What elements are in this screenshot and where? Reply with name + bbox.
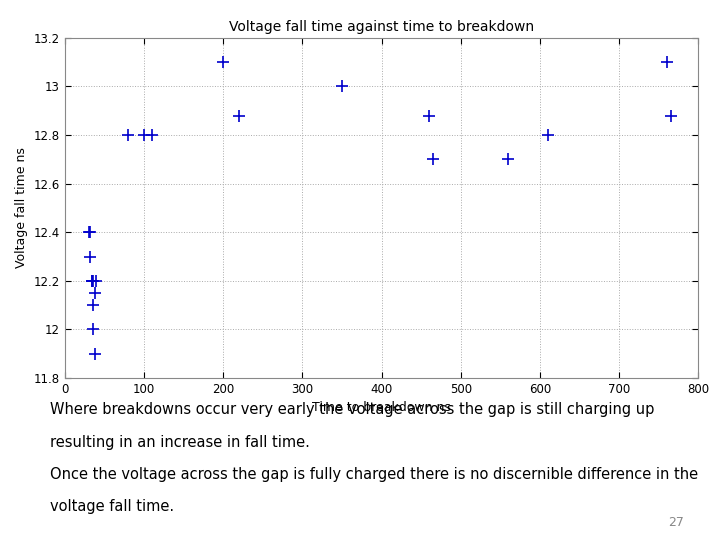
Point <box>138 131 150 139</box>
Point <box>88 276 99 285</box>
Point <box>122 131 134 139</box>
Point <box>89 349 101 358</box>
Point <box>91 276 102 285</box>
Point <box>88 301 99 309</box>
Text: voltage fall time.: voltage fall time. <box>50 500 174 515</box>
Point <box>86 276 97 285</box>
Text: Where breakdowns occur very early the voltage across the gap is still charging u: Where breakdowns occur very early the vo… <box>50 402 654 417</box>
Point <box>83 228 94 237</box>
Point <box>89 288 101 297</box>
Point <box>146 131 158 139</box>
Point <box>88 325 99 334</box>
Text: 27: 27 <box>668 516 684 529</box>
Point <box>217 58 229 66</box>
Point <box>503 155 514 164</box>
Point <box>336 82 348 91</box>
Point <box>542 131 554 139</box>
Point <box>84 252 96 261</box>
Text: Once the voltage across the gap is fully charged there is no discernible differe: Once the voltage across the gap is fully… <box>50 467 698 482</box>
Title: Voltage fall time against time to breakdown: Voltage fall time against time to breakd… <box>229 20 534 34</box>
Point <box>423 111 435 120</box>
Point <box>665 111 677 120</box>
Point <box>84 228 96 237</box>
Text: resulting in an increase in fall time.: resulting in an increase in fall time. <box>50 435 310 450</box>
Point <box>661 58 672 66</box>
Point <box>428 155 439 164</box>
Point <box>233 111 245 120</box>
X-axis label: Time to breakdown ns: Time to breakdown ns <box>312 401 451 414</box>
Y-axis label: Voltage fall time ns: Voltage fall time ns <box>15 147 28 268</box>
Point <box>86 276 97 285</box>
